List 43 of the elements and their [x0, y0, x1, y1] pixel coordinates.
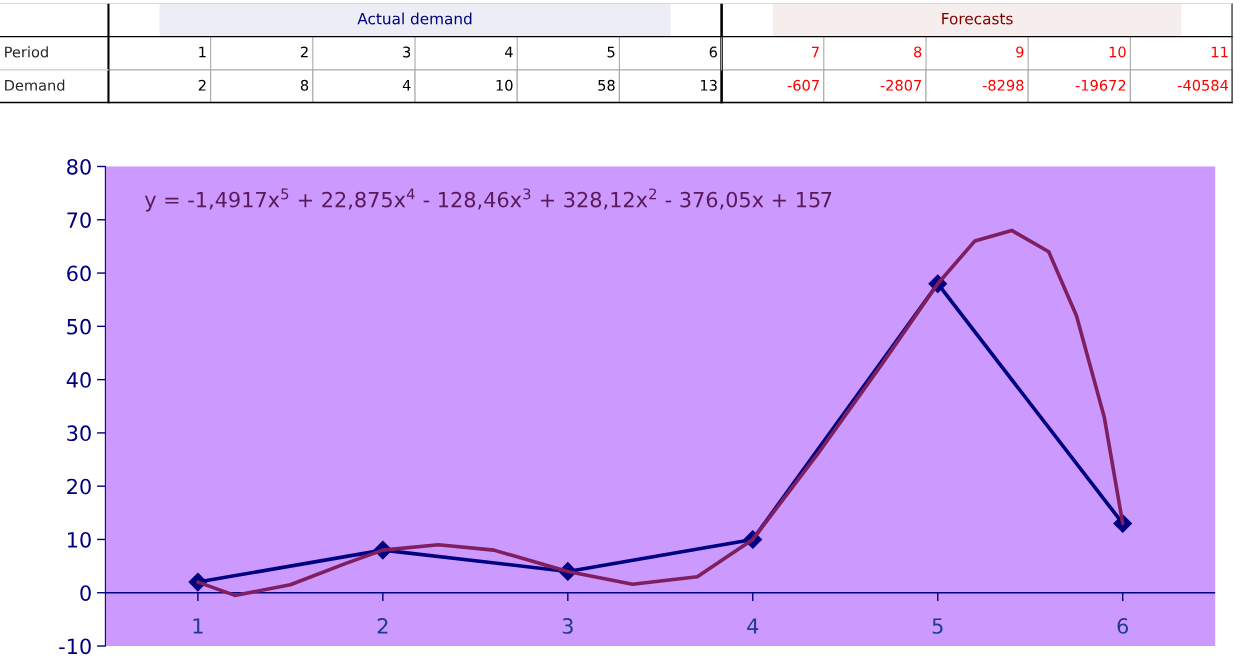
y-tick-label: Demand	[5, 79, 65, 91]
y-tick-label: 10	[67, 531, 91, 548]
x-tick-label: 6	[709, 46, 717, 58]
data-label: 2	[198, 79, 206, 91]
band-label: Forecasts	[942, 13, 1013, 25]
data-label: -8298	[982, 79, 1024, 91]
data-label: -40584	[1177, 79, 1229, 91]
y-tick-label: -10	[59, 638, 91, 655]
text: y = -1,4917x$^{5}$ + 22,875x$^{4}$ - 128,46x$^{3}$ + 328,12x$^{2}$ - 376,05x + 157	[144, 188, 832, 212]
x-tick-label: 5	[932, 618, 943, 634]
data-label: 10	[496, 79, 513, 91]
x-tick-label: 2	[300, 46, 308, 58]
y-tick-label: 60	[67, 265, 91, 282]
x-tick-label: 5	[607, 46, 615, 58]
y-tick-label: 70	[67, 212, 91, 228]
x-tick-label: 4	[747, 618, 759, 634]
x-tick-label: 4	[504, 46, 513, 58]
x-tick-label: 11	[1211, 46, 1228, 58]
data-label: 8	[300, 79, 309, 91]
x-tick-label: 6	[1117, 618, 1129, 634]
data-label: -19672	[1075, 79, 1126, 91]
data-label: 58	[598, 79, 615, 91]
y-tick-label: 30	[67, 425, 91, 442]
y-tick-label: 0	[80, 585, 91, 601]
text: Period	[5, 46, 48, 58]
band-label: Actual demand	[357, 12, 472, 25]
x-tick-label: 2	[377, 618, 388, 634]
x-tick-label: 3	[403, 46, 411, 58]
data-label: -2807	[880, 79, 922, 91]
y-tick-label: 20	[67, 478, 91, 495]
x-tick-label: 3	[562, 618, 573, 634]
x-tick-label: 1	[199, 46, 206, 58]
x-tick-label: 10	[1109, 46, 1126, 58]
y-tick-label: 80	[67, 158, 91, 175]
x-tick-label: 7	[812, 46, 819, 58]
data-label: 13	[700, 79, 717, 91]
x-tick-label: 9	[1016, 46, 1024, 58]
data-label: 4	[402, 79, 411, 91]
y-tick-label: 40	[66, 372, 91, 388]
x-tick-label: 1	[193, 618, 203, 634]
data-label: -607	[787, 79, 819, 91]
x-tick-label: 8	[914, 46, 922, 58]
y-tick-label: 50	[67, 318, 91, 335]
